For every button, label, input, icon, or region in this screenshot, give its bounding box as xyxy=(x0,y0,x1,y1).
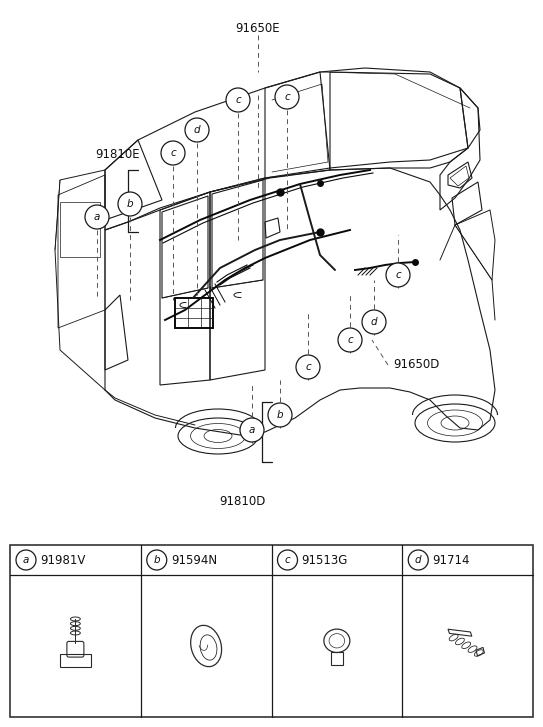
Text: d: d xyxy=(415,555,421,565)
Text: b: b xyxy=(277,410,283,420)
Circle shape xyxy=(275,85,299,109)
Circle shape xyxy=(147,550,167,570)
Text: 91714: 91714 xyxy=(432,553,470,566)
Text: c: c xyxy=(395,270,401,280)
Text: 91513G: 91513G xyxy=(301,553,348,566)
Text: c: c xyxy=(305,362,311,372)
Text: 91594N: 91594N xyxy=(171,553,217,566)
Circle shape xyxy=(240,418,264,442)
Text: 91810E: 91810E xyxy=(95,148,140,161)
Circle shape xyxy=(226,88,250,112)
Text: 91650D: 91650D xyxy=(393,358,439,371)
Circle shape xyxy=(362,310,386,334)
Text: 91981V: 91981V xyxy=(40,553,85,566)
Circle shape xyxy=(386,263,410,287)
Text: d: d xyxy=(194,125,200,135)
Text: 91810D: 91810D xyxy=(219,495,265,508)
Text: a: a xyxy=(23,555,29,565)
Text: c: c xyxy=(235,95,241,105)
Circle shape xyxy=(161,141,185,165)
Circle shape xyxy=(277,550,298,570)
Circle shape xyxy=(408,550,428,570)
Text: b: b xyxy=(127,199,134,209)
Text: c: c xyxy=(347,335,353,345)
Circle shape xyxy=(185,118,209,142)
Text: d: d xyxy=(371,317,377,327)
Text: c: c xyxy=(285,555,291,565)
Text: b: b xyxy=(154,555,160,565)
Text: 91650E: 91650E xyxy=(236,22,280,35)
Circle shape xyxy=(118,192,142,216)
Circle shape xyxy=(85,205,109,229)
Text: c: c xyxy=(170,148,176,158)
Circle shape xyxy=(338,328,362,352)
Circle shape xyxy=(296,355,320,379)
Circle shape xyxy=(16,550,36,570)
Text: c: c xyxy=(284,92,290,102)
Text: a: a xyxy=(94,212,100,222)
Circle shape xyxy=(268,403,292,427)
Text: a: a xyxy=(249,425,255,435)
